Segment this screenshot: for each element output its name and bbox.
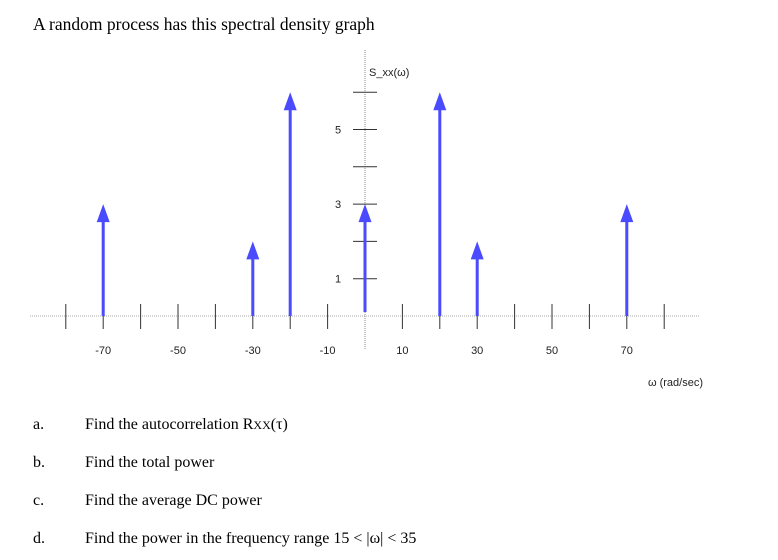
impulse-arrowhead: [620, 204, 634, 223]
question-tail: (τ): [270, 416, 288, 433]
question-text: Find the average DC power: [85, 492, 262, 509]
question-label: a.: [33, 416, 45, 433]
x-tick-label: -10: [320, 345, 336, 357]
impulse-arrowhead: [470, 241, 484, 260]
question-label: b.: [33, 454, 45, 471]
impulse-arrowhead: [246, 241, 260, 260]
y-tick-label: 5: [335, 125, 341, 137]
x-tick-label: 10: [396, 345, 408, 357]
y-axis-label: S_xx(ω): [369, 67, 409, 79]
question-label: c.: [33, 492, 45, 509]
spectral-density-chart: -70 -50 -30 -10 10 30 50 70 5 3 1 S_xx(ω) ω (rad/sec…: [30, 50, 703, 389]
question-subscript: XX: [253, 418, 271, 432]
question-label: d.: [33, 530, 45, 547]
question-text: Find the power in the frequency range 15…: [85, 530, 417, 547]
x-tick-label: -50: [170, 345, 186, 357]
x-axis-label: ω (rad/sec): [648, 377, 703, 389]
impulse-arrowhead: [433, 92, 447, 111]
x-tick-label: -70: [95, 345, 111, 357]
impulse-arrowhead: [96, 204, 110, 223]
impulse-arrowhead: [358, 204, 372, 223]
question-text: Find the total power: [85, 454, 215, 471]
x-tick-label: 30: [471, 345, 483, 357]
question-text: Find the autocorrelation R: [85, 416, 254, 433]
x-tick-label: 70: [621, 345, 633, 357]
impulse-arrowhead: [283, 92, 297, 111]
x-tick-label: 50: [546, 345, 558, 357]
x-tick-label: -30: [245, 345, 261, 357]
problem-title: A random process has this spectral densi…: [33, 14, 375, 34]
y-tick-label: 1: [335, 274, 341, 286]
y-tick-label: 3: [335, 199, 341, 211]
